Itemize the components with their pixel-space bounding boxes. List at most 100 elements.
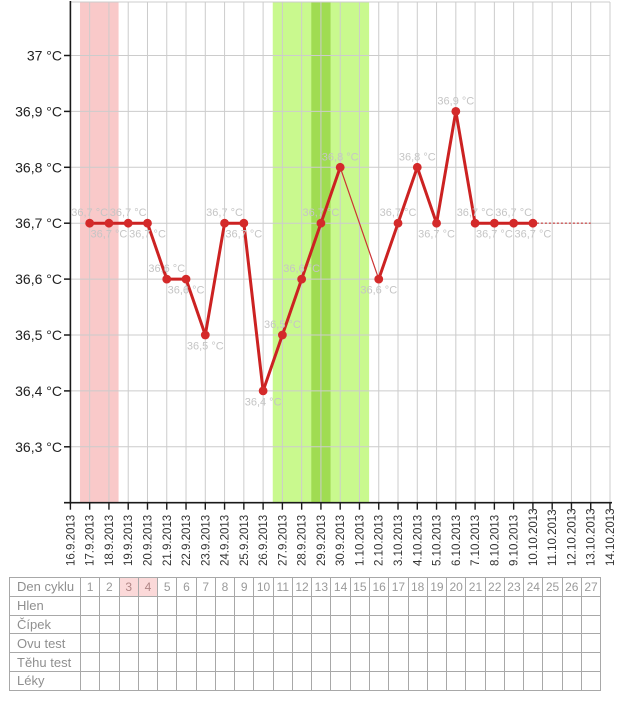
temperature-point[interactable] xyxy=(200,330,210,340)
day-number-cell: 1 xyxy=(79,577,101,597)
temperature-point[interactable] xyxy=(143,218,152,228)
table-cell xyxy=(234,633,255,654)
temperature-point-label: 36,7 °C xyxy=(495,207,532,219)
table-cell xyxy=(561,614,582,635)
table-cell xyxy=(407,633,428,654)
temperature-point-label: 36,7 °C xyxy=(71,207,108,219)
table-cell xyxy=(234,614,255,635)
day-number-cell: 2 xyxy=(99,577,120,597)
temperature-point[interactable] xyxy=(181,274,191,284)
temperature-point[interactable] xyxy=(412,162,422,172)
temperature-point[interactable] xyxy=(297,274,307,284)
table-cell xyxy=(311,633,332,654)
table-cell xyxy=(465,652,486,672)
table-cell xyxy=(561,670,582,691)
temperature-point[interactable] xyxy=(123,218,133,228)
table-cell xyxy=(407,614,428,635)
table-cell xyxy=(465,670,486,691)
table-cell xyxy=(79,595,101,616)
day-number-cell: 9 xyxy=(234,577,255,597)
table-cell xyxy=(407,595,428,616)
table-cell xyxy=(368,652,390,672)
temperature-point[interactable] xyxy=(393,218,403,228)
temperature-point[interactable] xyxy=(316,218,326,228)
temperature-point[interactable] xyxy=(489,218,499,228)
x-axis-date-label: 7.10.2013 xyxy=(470,515,482,566)
table-cell xyxy=(176,595,197,616)
temperature-point-label: 36,4 °C xyxy=(245,396,282,408)
table-cell xyxy=(195,595,216,616)
day-number-cell: 24 xyxy=(523,577,544,597)
temperature-point[interactable] xyxy=(162,274,172,284)
x-axis-date-label: 28.9.2013 xyxy=(297,515,309,566)
table-row: Ovu test xyxy=(9,633,602,654)
temperature-point[interactable] xyxy=(258,386,268,396)
temperature-chart: 37 °C 36,9 °C 36,8 °C 36,7 °C 36,6 °C 36,5 °C… xyxy=(15,1,617,566)
y-axis-label: 36,7 °C xyxy=(15,215,62,231)
table-cell xyxy=(234,670,255,691)
table-cell xyxy=(523,652,544,672)
x-axis-date-label: 22.9.2013 xyxy=(181,515,193,566)
x-axis-date-label: 25.9.2013 xyxy=(239,515,251,566)
table-cell xyxy=(99,614,120,635)
cycle-table: Den cyklu 1 2 3 4 5 6 7 8 9 10 11 12 13 14 15 16 17 18 19 20… xyxy=(9,577,602,691)
table-cell xyxy=(465,633,486,654)
row-label: Těhu test xyxy=(9,652,81,672)
temperature-point[interactable] xyxy=(509,218,519,228)
table-cell xyxy=(311,652,332,672)
temperature-point[interactable] xyxy=(432,218,441,228)
x-axis-date-label: 11.10.2013 xyxy=(547,509,559,566)
temperature-point[interactable] xyxy=(239,218,249,228)
temperature-point[interactable] xyxy=(374,274,384,284)
temperature-point-label: 36,7 °C xyxy=(418,229,455,241)
table-cell xyxy=(272,595,293,616)
table-cell xyxy=(484,614,505,635)
table-cell xyxy=(446,670,467,691)
temperature-point[interactable] xyxy=(470,218,480,228)
y-axis-label: 37 °C xyxy=(27,48,62,64)
temperature-line-segment xyxy=(145,221,169,281)
table-cell xyxy=(291,633,313,654)
x-axis-date-label: 27.9.2013 xyxy=(277,515,289,566)
table-cell xyxy=(272,670,293,691)
temperature-point[interactable] xyxy=(85,218,95,228)
temperature-point-label: 36,7 °C xyxy=(380,207,417,219)
table-cell xyxy=(330,670,351,691)
day-number-cell: 8 xyxy=(214,577,236,597)
day-number-cell: 23 xyxy=(503,577,525,597)
temperature-point[interactable] xyxy=(335,162,345,172)
x-axis-date-label: 6.10.2013 xyxy=(451,515,463,566)
x-axis-date-label: 18.9.2013 xyxy=(104,515,116,566)
table-cell xyxy=(349,595,370,616)
temperature-point[interactable] xyxy=(104,218,114,228)
temperature-point-label: 36,7 °C xyxy=(303,207,340,219)
table-cell xyxy=(195,614,216,635)
table-cell xyxy=(503,652,525,672)
temperature-line-segment xyxy=(454,109,477,225)
table-cell xyxy=(580,614,602,635)
x-axis-date-label: 3.10.2013 xyxy=(393,515,405,566)
table-cell xyxy=(137,670,159,691)
table-cell xyxy=(426,633,448,654)
x-axis-date-label: 30.9.2013 xyxy=(335,515,347,566)
table-cell xyxy=(253,670,274,691)
day-number-cell: 16 xyxy=(368,577,390,597)
table-cell xyxy=(272,614,293,635)
temperature-point-label: 36,5 °C xyxy=(187,341,224,353)
table-cell xyxy=(484,633,505,654)
temperature-point[interactable] xyxy=(451,107,461,116)
x-axis-date-label: 12.10.2013 xyxy=(566,508,578,566)
y-axis-label: 36,9 °C xyxy=(15,103,62,119)
table-cell xyxy=(542,614,563,635)
table-cell xyxy=(484,670,505,691)
temperature-point[interactable] xyxy=(277,330,287,340)
temperature-point-label: 36,6 °C xyxy=(168,285,205,297)
table-cell xyxy=(157,633,178,654)
table-cell xyxy=(214,652,236,672)
x-axis-date-label: 17.9.2013 xyxy=(85,515,97,566)
table-cell xyxy=(253,595,274,616)
temperature-point[interactable] xyxy=(528,218,538,228)
day-number-cell: 25 xyxy=(542,577,563,597)
x-axis-date-label: 29.9.2013 xyxy=(316,515,328,566)
temperature-point[interactable] xyxy=(220,218,229,228)
